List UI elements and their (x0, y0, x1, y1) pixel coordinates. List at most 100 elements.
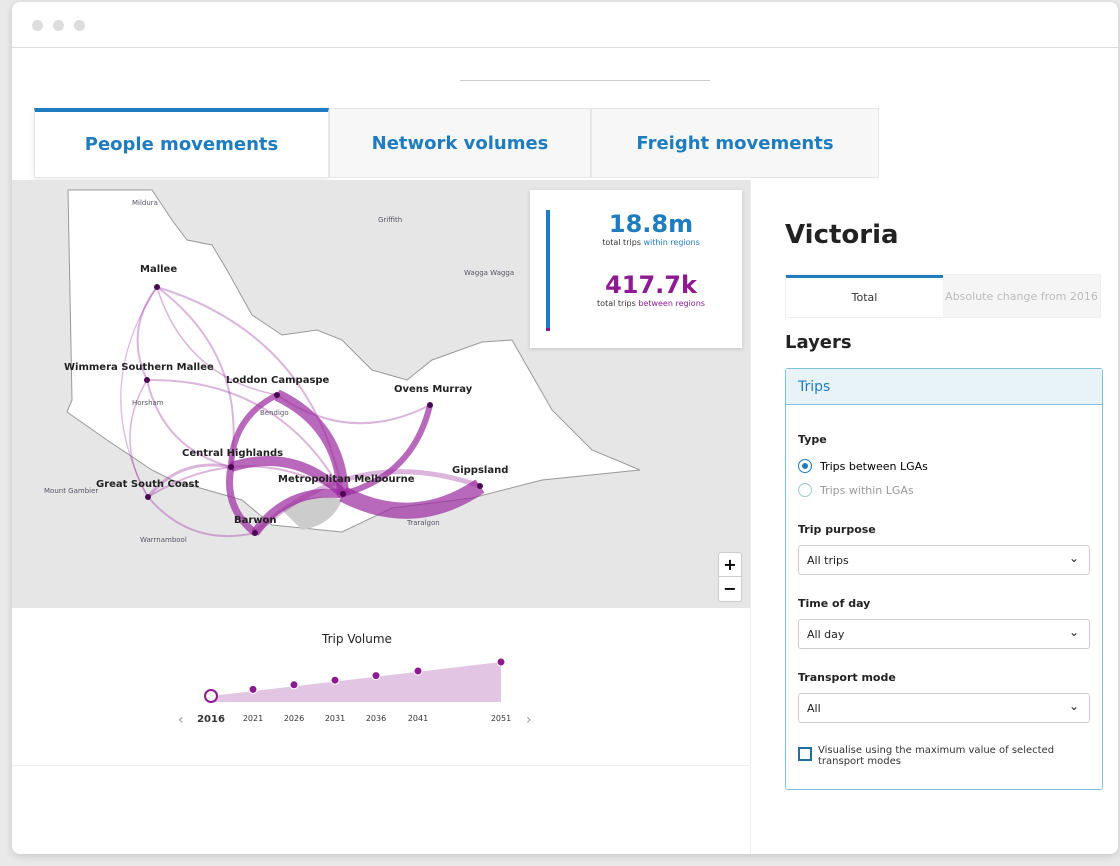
tab-network-volumes[interactable]: Network volumes (329, 108, 591, 178)
max-value-checkbox[interactable]: Visualise using the maximum value of sel… (798, 745, 1088, 767)
region-node[interactable] (154, 284, 160, 290)
flow-arc (147, 465, 344, 498)
year-point[interactable] (289, 680, 299, 690)
place-label: Warrnambool (140, 536, 187, 544)
flow-arc (156, 286, 344, 495)
flow-arc (146, 463, 232, 498)
year-point[interactable] (204, 689, 218, 703)
region-node[interactable] (477, 483, 483, 489)
radio-between-lgas[interactable]: Trips between LGAs (798, 459, 928, 473)
trip-volume-chart (204, 657, 506, 703)
flow-arc (251, 488, 344, 536)
place-label: Griffith (378, 216, 402, 224)
window-maximize-dot[interactable] (74, 20, 85, 31)
chevron-down-icon: ⌄ (1068, 699, 1079, 713)
flow-arc (146, 378, 344, 495)
port-phillip-bay (282, 496, 342, 530)
flow-arc (136, 286, 158, 381)
flow-arc (274, 389, 349, 495)
year-point[interactable] (248, 684, 258, 694)
mode-select[interactable]: All ⌄ (798, 693, 1090, 723)
between-label: total trips (597, 299, 639, 308)
tab-freight-movements[interactable]: Freight movements (591, 108, 879, 178)
radio-label: Trips between LGAs (820, 459, 928, 473)
ratio-bar-between (546, 328, 550, 331)
next-year-button[interactable]: › (526, 712, 532, 728)
chevron-down-icon: ⌄ (1068, 551, 1079, 565)
region-node[interactable] (274, 392, 280, 398)
prev-year-button[interactable]: ‹ (178, 712, 184, 728)
trips-card-header[interactable]: Trips (786, 369, 1102, 405)
tab-people-movements[interactable]: People movements (34, 108, 329, 178)
subtab-total[interactable]: Total (786, 275, 943, 317)
flow-arc (120, 286, 158, 498)
within-value: 18.8m (608, 210, 694, 238)
year-label[interactable]: 2026 (283, 714, 305, 723)
mode-label: Transport mode (798, 671, 896, 684)
place-label: Bendigo (260, 409, 289, 417)
year-point[interactable] (371, 671, 381, 681)
side-panel: Victoria Total Absolute change from 2016… (750, 180, 1118, 854)
view-tabs: Total Absolute change from 2016 (785, 274, 1101, 318)
place-label: Horsham (132, 399, 164, 407)
layers-heading: Layers (785, 332, 852, 353)
region-node[interactable] (145, 494, 151, 500)
time-select[interactable]: All day ⌄ (798, 619, 1090, 649)
divider (460, 80, 710, 81)
zoom-control: + − (718, 552, 742, 602)
place-label: Mount Gambier (44, 487, 98, 495)
flow-arc (147, 496, 256, 538)
volume-area (211, 662, 501, 702)
region-node[interactable] (228, 464, 234, 470)
ratio-bar (546, 210, 550, 330)
window-close-dot[interactable] (32, 20, 43, 31)
year-label[interactable]: 2016 (197, 714, 225, 725)
region-node[interactable] (144, 377, 150, 383)
within-label: total trips (602, 238, 644, 247)
year-label[interactable]: 2041 (407, 714, 429, 723)
radio-checked-icon (798, 459, 812, 473)
region-label: Metropolitan Melbourne (278, 474, 415, 485)
checkbox-label: Visualise using the maximum value of sel… (818, 745, 1055, 767)
window-minimize-dot[interactable] (53, 20, 64, 31)
flow-arc (129, 379, 149, 498)
region-label: Great South Coast (96, 479, 199, 490)
region-node[interactable] (427, 402, 433, 408)
year-point[interactable] (496, 657, 506, 667)
within-label-highlight: within regions (643, 238, 700, 247)
region-label: Central Highlands (182, 448, 283, 459)
flow-arc (156, 286, 235, 468)
select-value: All day (807, 628, 845, 641)
time-label: Time of day (798, 597, 871, 610)
radio-unchecked-icon (798, 483, 812, 497)
timeline: Trip Volume ‹ › 2016 2021 2026 2031 2036 2041… (12, 608, 750, 766)
year-label[interactable]: 2021 (242, 714, 264, 723)
purpose-select[interactable]: All trips ⌄ (798, 545, 1090, 575)
flow-arc (276, 394, 431, 425)
region-label: Wimmera Southern Mallee (64, 362, 214, 373)
trip-flows (120, 286, 485, 538)
title-bar (12, 2, 1118, 48)
year-point[interactable] (413, 666, 423, 676)
between-label-highlight: between regions (638, 299, 705, 308)
year-label[interactable]: 2051 (490, 714, 512, 723)
flow-arc (156, 286, 278, 396)
place-label: Traralgon (406, 519, 440, 527)
year-point[interactable] (330, 675, 340, 685)
main-tabs: People movements Network volumes Freight… (34, 108, 879, 178)
flow-arc (229, 456, 347, 498)
year-label[interactable]: 2036 (365, 714, 387, 723)
year-label[interactable]: 2031 (324, 714, 346, 723)
radio-within-lgas[interactable]: Trips within LGAs (798, 483, 914, 497)
region-label: Ovens Murray (394, 384, 473, 395)
region-node[interactable] (252, 530, 258, 536)
zoom-out-button[interactable]: − (723, 579, 737, 598)
subtab-absolute-change[interactable]: Absolute change from 2016 (943, 275, 1100, 317)
region-node[interactable] (340, 491, 346, 497)
flow-arc (339, 479, 485, 519)
zoom-in-button[interactable]: + (719, 553, 741, 577)
type-label: Type (798, 433, 827, 446)
select-value: All (807, 702, 821, 715)
region-label: Mallee (140, 264, 177, 275)
checkbox-icon (798, 747, 812, 761)
